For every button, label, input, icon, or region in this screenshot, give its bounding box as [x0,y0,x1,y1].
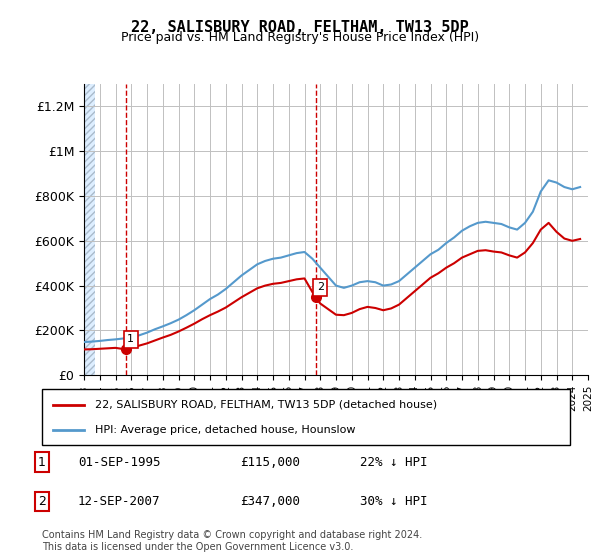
Text: 01-SEP-1995: 01-SEP-1995 [78,455,161,469]
Text: £115,000: £115,000 [240,455,300,469]
Text: 1: 1 [38,455,46,469]
Text: Contains HM Land Registry data © Crown copyright and database right 2024.
This d: Contains HM Land Registry data © Crown c… [42,530,422,552]
Text: 30% ↓ HPI: 30% ↓ HPI [360,494,427,508]
Text: 22, SALISBURY ROAD, FELTHAM, TW13 5DP: 22, SALISBURY ROAD, FELTHAM, TW13 5DP [131,20,469,35]
Text: 22, SALISBURY ROAD, FELTHAM, TW13 5DP (detached house): 22, SALISBURY ROAD, FELTHAM, TW13 5DP (d… [95,400,437,410]
Text: 2: 2 [38,494,46,508]
Text: 12-SEP-2007: 12-SEP-2007 [78,494,161,508]
Text: 22% ↓ HPI: 22% ↓ HPI [360,455,427,469]
Text: Price paid vs. HM Land Registry's House Price Index (HPI): Price paid vs. HM Land Registry's House … [121,31,479,44]
Text: HPI: Average price, detached house, Hounslow: HPI: Average price, detached house, Houn… [95,424,355,435]
Bar [84,84,95,375]
Text: 2: 2 [317,282,324,292]
Text: 1: 1 [127,334,134,344]
Text: £347,000: £347,000 [240,494,300,508]
FancyBboxPatch shape [42,389,570,445]
